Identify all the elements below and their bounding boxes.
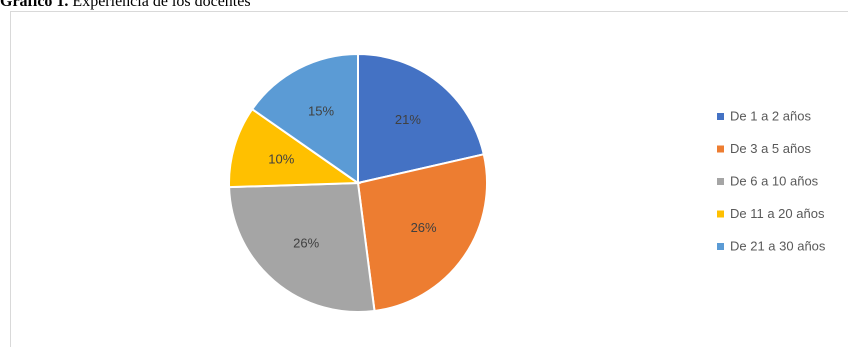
legend-label-3: De 6 a 10 años xyxy=(730,173,819,188)
figure-caption: Gráfico 1. Experiencia de los docentes xyxy=(0,0,251,11)
legend-swatch-3 xyxy=(717,178,724,185)
figure-caption-text: Experiencia de los docentes xyxy=(72,0,251,10)
legend-swatch-1 xyxy=(717,113,724,120)
pie-slice-2 xyxy=(356,153,489,313)
pie-slice-4 xyxy=(228,107,362,189)
legend-swatch-2 xyxy=(717,145,724,153)
legend-label-5: De 21 a 30 años xyxy=(730,238,826,253)
legend-label-2: De 3 a 5 años xyxy=(730,141,811,156)
slice-data-label-2: 26% xyxy=(411,220,437,235)
slice-data-label-5: 15% xyxy=(308,104,334,119)
pie-slice-3 xyxy=(228,181,376,313)
slice-data-label-4: 10% xyxy=(268,152,294,167)
legend-label-1: De 1 a 2 años xyxy=(730,108,811,123)
slice-data-label-1: 21% xyxy=(395,112,421,127)
chart-frame xyxy=(10,11,848,347)
slice-data-label-3: 26% xyxy=(293,235,319,250)
legend-label-4: De 11 a 20 años xyxy=(730,206,825,221)
legend-swatch-4 xyxy=(717,210,724,218)
pie-slice-1 xyxy=(357,52,485,185)
figure-caption-label: Gráfico 1. xyxy=(0,0,69,10)
legend-swatch-5 xyxy=(717,243,724,250)
pie-slice-5 xyxy=(250,52,359,185)
